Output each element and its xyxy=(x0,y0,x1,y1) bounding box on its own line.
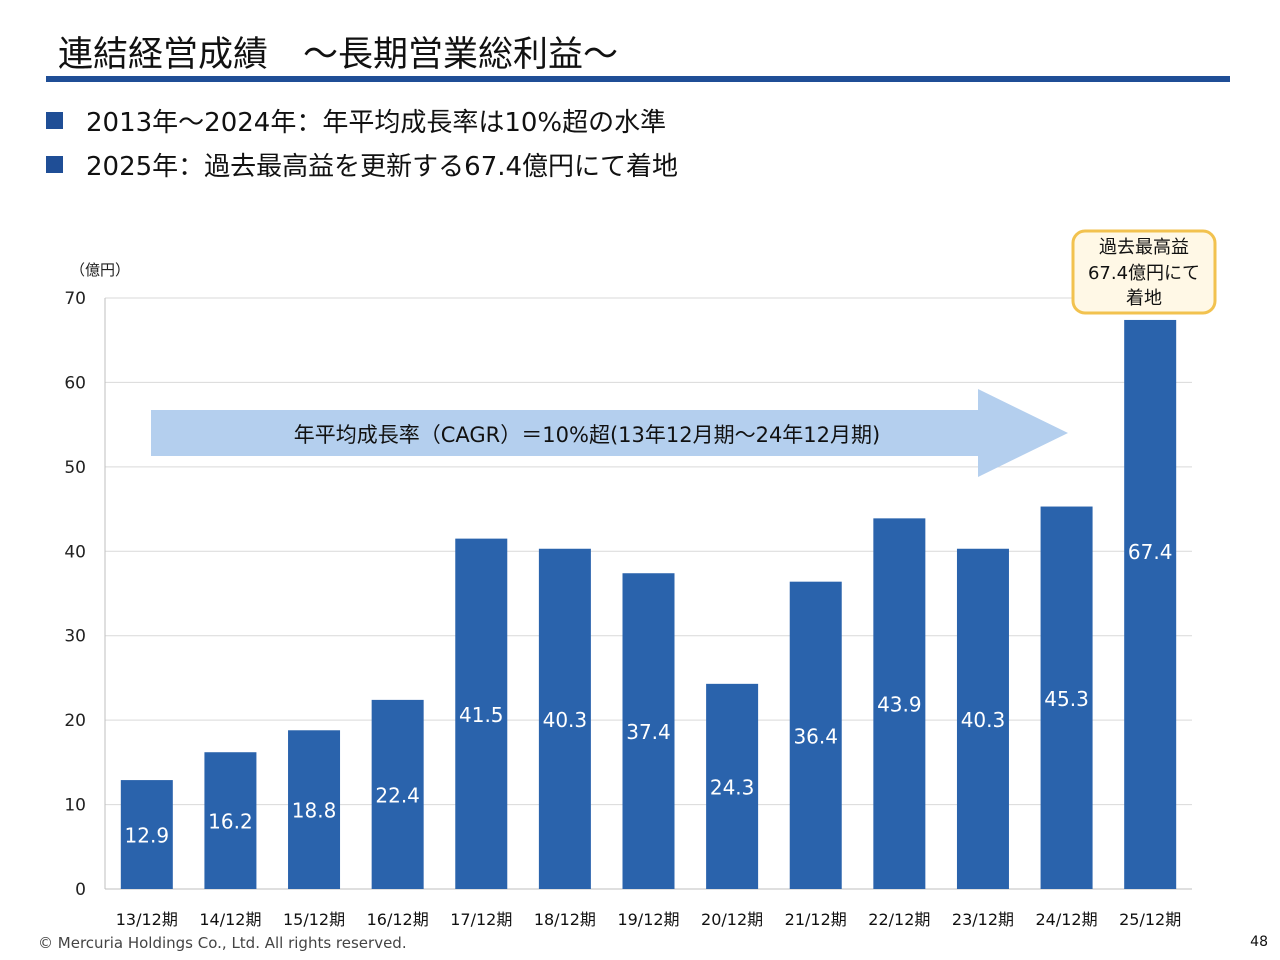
bar xyxy=(956,548,1009,889)
bar xyxy=(1124,319,1177,889)
x-tick-label: 15/12期 xyxy=(283,910,345,929)
y-tick-label: 40 xyxy=(64,542,86,562)
x-tick-label: 14/12期 xyxy=(199,910,261,929)
bar xyxy=(622,573,675,889)
bar xyxy=(789,581,842,889)
x-tick-label: 17/12期 xyxy=(450,910,512,929)
page-number: 48 xyxy=(1250,934,1268,950)
bullet-square-icon xyxy=(46,155,63,173)
data-label: 12.9 xyxy=(125,824,170,848)
x-tick-label: 24/12期 xyxy=(1036,910,1098,929)
bar xyxy=(1040,506,1093,889)
cagr-label: 年平均成長率（CAGR）＝10%超(13年12月期～24年12月期) xyxy=(294,423,880,447)
data-label: 67.4 xyxy=(1128,540,1173,564)
data-label: 40.3 xyxy=(961,708,1006,732)
bar xyxy=(288,730,341,889)
bar xyxy=(873,518,926,889)
x-tick-label: 16/12期 xyxy=(367,910,429,929)
copyright-footer: © Mercuria Holdings Co., Ltd. All rights… xyxy=(38,934,407,952)
page-title: 連結経営成績 ～長期営業総利益～ xyxy=(58,35,619,75)
x-tick-label: 21/12期 xyxy=(785,910,847,929)
bar xyxy=(538,548,591,889)
data-label: 22.4 xyxy=(375,783,420,807)
data-label: 40.3 xyxy=(543,708,588,732)
bar xyxy=(455,538,508,889)
record-callout-box xyxy=(1071,229,1217,315)
record-callout-text: 着地 xyxy=(1126,288,1162,309)
record-callout-text: 67.4億円にて xyxy=(1088,263,1200,284)
x-tick-label: 18/12期 xyxy=(534,910,596,929)
bullet-square-icon xyxy=(46,111,63,129)
title-underline xyxy=(46,76,1230,82)
x-tick-label: 23/12期 xyxy=(952,910,1014,929)
y-tick-label: 70 xyxy=(64,289,86,309)
data-label: 37.4 xyxy=(626,720,671,744)
bullet-text: 2025年：過去最高益を更新する67.4億円にて着地 xyxy=(86,151,679,182)
data-label: 18.8 xyxy=(292,799,337,823)
x-tick-label: 25/12期 xyxy=(1119,910,1181,929)
data-label: 41.5 xyxy=(459,703,504,727)
bar xyxy=(371,699,424,889)
bullet-item: 2025年：過去最高益を更新する67.4億円にて着地 xyxy=(46,146,678,182)
y-tick-label: 30 xyxy=(64,627,86,647)
data-label: 16.2 xyxy=(208,810,253,834)
data-label: 43.9 xyxy=(877,693,922,717)
record-callout-text: 過去最高益 xyxy=(1099,237,1189,258)
data-label: 36.4 xyxy=(793,724,838,748)
y-unit-label: （億円） xyxy=(70,261,130,279)
bullet-item: 2013年～2024年：年平均成長率は10%超の水準 xyxy=(46,102,666,138)
x-tick-label: 20/12期 xyxy=(701,910,763,929)
cagr-arrow xyxy=(151,389,1068,477)
x-tick-label: 22/12期 xyxy=(868,910,930,929)
y-tick-label: 20 xyxy=(64,711,86,731)
bullet-text: 2013年～2024年：年平均成長率は10%超の水準 xyxy=(86,107,667,138)
y-tick-label: 10 xyxy=(64,796,86,816)
data-label: 45.3 xyxy=(1044,687,1089,711)
x-tick-label: 19/12期 xyxy=(617,910,679,929)
y-tick-label: 50 xyxy=(64,458,86,478)
x-tick-label: 13/12期 xyxy=(116,910,178,929)
bar xyxy=(706,683,759,889)
bar xyxy=(204,752,257,889)
data-label: 24.3 xyxy=(710,775,755,799)
y-tick-label: 60 xyxy=(64,373,86,393)
bar xyxy=(120,780,173,889)
y-tick-label: 0 xyxy=(75,880,86,900)
